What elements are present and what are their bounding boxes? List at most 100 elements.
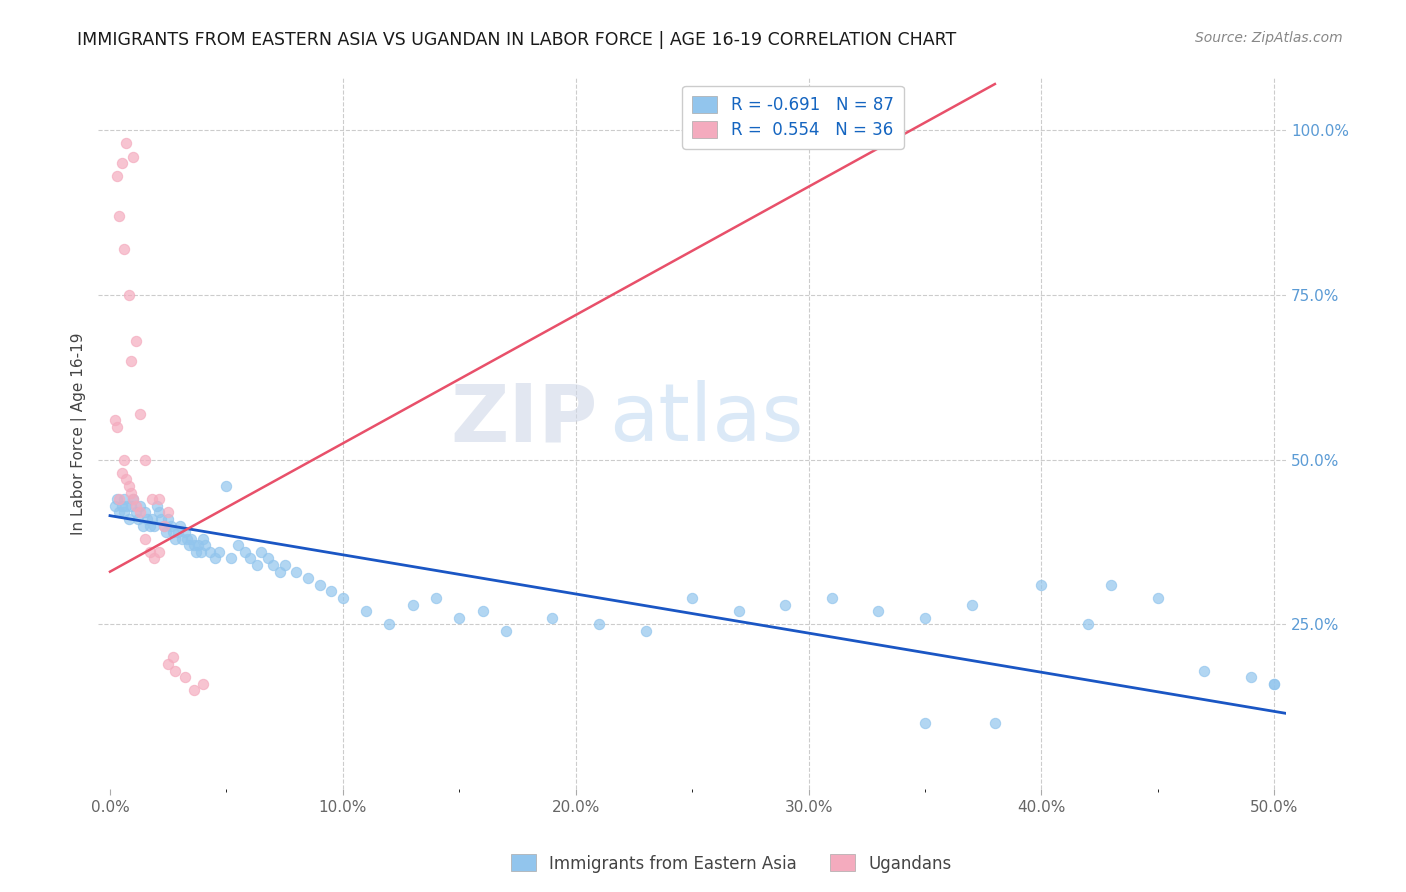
- Point: [166, 525, 188, 540]
- Point: [204, 551, 226, 566]
- Point: [208, 545, 231, 559]
- Point: [127, 512, 149, 526]
- Point: [136, 512, 159, 526]
- Point: [122, 149, 145, 163]
- Point: [868, 604, 890, 618]
- Point: [105, 419, 128, 434]
- Point: [111, 466, 134, 480]
- Point: [297, 571, 319, 585]
- Point: [152, 518, 174, 533]
- Point: [233, 545, 256, 559]
- Point: [115, 136, 138, 151]
- Point: [775, 598, 797, 612]
- Point: [378, 617, 401, 632]
- Point: [162, 525, 184, 540]
- Legend: Immigrants from Eastern Asia, Ugandans: Immigrants from Eastern Asia, Ugandans: [503, 847, 959, 880]
- Point: [157, 505, 180, 519]
- Point: [190, 545, 212, 559]
- Point: [157, 657, 180, 671]
- Point: [194, 538, 217, 552]
- Point: [141, 512, 163, 526]
- Point: [108, 492, 131, 507]
- Point: [273, 558, 295, 573]
- Point: [104, 499, 127, 513]
- Point: [332, 591, 354, 605]
- Point: [198, 545, 221, 559]
- Point: [117, 288, 139, 302]
- Point: [141, 492, 163, 507]
- Point: [588, 617, 610, 632]
- Point: [129, 505, 152, 519]
- Point: [246, 558, 269, 573]
- Point: [129, 407, 152, 421]
- Point: [152, 518, 174, 533]
- Point: [402, 598, 425, 612]
- Point: [1147, 591, 1170, 605]
- Point: [257, 551, 280, 566]
- Point: [157, 512, 180, 526]
- Point: [681, 591, 703, 605]
- Point: [191, 532, 214, 546]
- Point: [179, 538, 201, 552]
- Y-axis label: In Labor Force | Age 16-19: In Labor Force | Age 16-19: [72, 332, 87, 534]
- Point: [131, 518, 153, 533]
- Point: [112, 242, 135, 256]
- Point: [187, 538, 209, 552]
- Point: [148, 545, 170, 559]
- Legend: R = -0.691   N = 87, R =  0.554   N = 36: R = -0.691 N = 87, R = 0.554 N = 36: [682, 86, 904, 149]
- Point: [165, 664, 187, 678]
- Point: [108, 505, 131, 519]
- Point: [425, 591, 447, 605]
- Point: [111, 499, 134, 513]
- Point: [219, 551, 242, 566]
- Point: [105, 169, 128, 184]
- Point: [129, 499, 152, 513]
- Point: [1077, 617, 1099, 632]
- Point: [634, 624, 657, 638]
- Point: [285, 565, 308, 579]
- Text: ZIP: ZIP: [450, 380, 598, 458]
- Point: [148, 492, 170, 507]
- Point: [186, 545, 208, 559]
- Text: atlas: atlas: [609, 380, 803, 458]
- Point: [176, 532, 198, 546]
- Point: [120, 499, 142, 513]
- Point: [143, 518, 166, 533]
- Point: [321, 584, 343, 599]
- Point: [120, 353, 142, 368]
- Point: [183, 683, 205, 698]
- Point: [727, 604, 749, 618]
- Point: [124, 334, 146, 348]
- Point: [112, 492, 135, 507]
- Point: [145, 499, 167, 513]
- Point: [122, 492, 145, 507]
- Point: [134, 505, 156, 519]
- Point: [226, 538, 249, 552]
- Point: [155, 525, 177, 540]
- Point: [162, 650, 184, 665]
- Point: [250, 545, 273, 559]
- Point: [138, 545, 160, 559]
- Point: [117, 512, 139, 526]
- Point: [960, 598, 983, 612]
- Point: [1263, 676, 1285, 690]
- Point: [191, 676, 214, 690]
- Point: [262, 558, 284, 573]
- Point: [115, 499, 138, 513]
- Point: [541, 611, 564, 625]
- Point: [138, 518, 160, 533]
- Text: IMMIGRANTS FROM EASTERN ASIA VS UGANDAN IN LABOR FORCE | AGE 16-19 CORRELATION C: IMMIGRANTS FROM EASTERN ASIA VS UGANDAN …: [77, 31, 956, 49]
- Point: [165, 532, 187, 546]
- Point: [449, 611, 471, 625]
- Point: [269, 565, 291, 579]
- Point: [105, 492, 128, 507]
- Point: [104, 413, 127, 427]
- Point: [134, 452, 156, 467]
- Point: [143, 551, 166, 566]
- Point: [159, 518, 181, 533]
- Point: [1031, 578, 1053, 592]
- Point: [821, 591, 844, 605]
- Point: [1263, 676, 1285, 690]
- Point: [120, 485, 142, 500]
- Point: [984, 716, 1007, 731]
